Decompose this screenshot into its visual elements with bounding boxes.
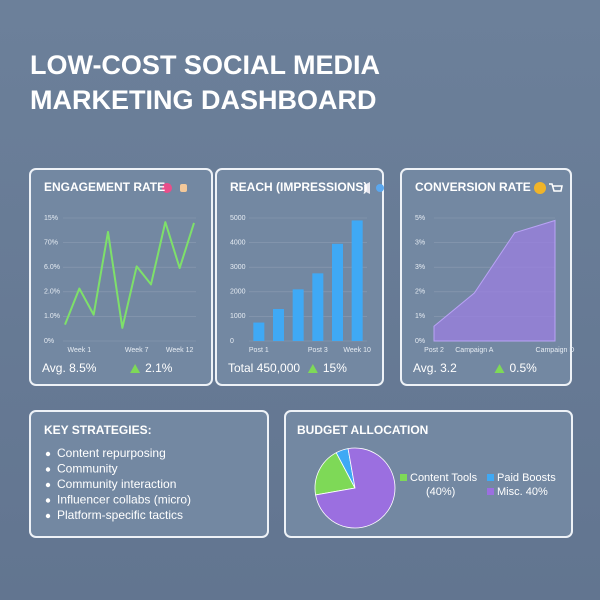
- strategy-item: Community interaction: [57, 477, 176, 491]
- y-tick-label: 2000: [230, 289, 246, 296]
- strategy-item: Content repurposing: [57, 446, 166, 460]
- icon: [364, 182, 370, 194]
- x-tick-label: Week 1: [68, 347, 92, 354]
- x-tick-label: Week 7: [125, 347, 149, 354]
- bullet: [45, 482, 51, 488]
- y-tick-label: 0: [230, 338, 234, 345]
- y-tick-label: 1000: [230, 313, 246, 320]
- x-tick-label: Campaign D: [536, 347, 575, 354]
- icon: [162, 183, 172, 193]
- y-tick-label: 0%: [44, 338, 54, 345]
- legend-label: Paid Boosts: [497, 472, 556, 484]
- annotation: (40%): [426, 486, 455, 498]
- strategy-item: Community: [57, 462, 118, 476]
- bullet: [45, 467, 51, 472]
- up-arrow: [307, 364, 318, 373]
- y-tick-label: 15%: [44, 215, 58, 222]
- y-tick-label: 3%: [415, 239, 425, 246]
- y-tick-label: 5000: [230, 215, 246, 222]
- icon: [376, 184, 384, 192]
- footer-stat: Total 450,000: [228, 361, 300, 375]
- legend-label: Content Tools: [410, 472, 478, 484]
- y-tick-label: 1%: [415, 313, 425, 320]
- bar: [272, 309, 285, 341]
- strategy-item: Influencer collabs (micro): [57, 493, 191, 507]
- line: [64, 221, 195, 329]
- chart-title: ENGAGEMENT RATE: [44, 180, 165, 194]
- x-tick-label: Post 3: [308, 347, 328, 354]
- footer-stat: Avg. 8.5%: [42, 361, 97, 375]
- icon: [534, 182, 546, 194]
- title-line: LOW-COST SOCIAL MEDIA: [30, 50, 380, 80]
- x-tick-label: Week 12: [166, 347, 194, 354]
- legend-swatch: [487, 488, 494, 495]
- up-arrow: [494, 364, 505, 373]
- title-line: MARKETING DASHBOARD: [30, 85, 377, 115]
- card: [29, 410, 269, 538]
- legend-swatch: [487, 474, 494, 481]
- area: [433, 219, 556, 342]
- y-tick-label: 0%: [415, 338, 425, 345]
- pie-slice: [315, 447, 396, 529]
- bar: [253, 322, 265, 341]
- footer-change: 2.1%: [145, 361, 173, 375]
- legend-label: Misc. 40%: [497, 486, 548, 498]
- chart-title: BUDGET ALLOCATION: [297, 423, 428, 437]
- strategy-item: Platform-specific tactics: [57, 508, 183, 522]
- chart-title: CONVERSION RATE: [415, 180, 531, 194]
- bullet: [45, 451, 51, 457]
- x-tick-label: Post 1: [249, 347, 269, 354]
- y-tick-label: 4000: [230, 239, 246, 246]
- y-tick-label: 2.0%: [44, 289, 60, 296]
- y-tick-label: 3%: [415, 264, 425, 271]
- x-tick-label: Week 10: [343, 347, 371, 354]
- y-tick-label: 3000: [230, 264, 246, 271]
- bullet: [45, 513, 51, 519]
- y-tick-label: 5%: [415, 215, 425, 222]
- up-arrow: [130, 364, 141, 373]
- bullet: [45, 498, 51, 503]
- strategies-title: KEY STRATEGIES:: [44, 423, 152, 437]
- legend-swatch: [400, 474, 407, 481]
- pie-slice: [314, 452, 356, 496]
- bar: [331, 243, 344, 341]
- bar: [351, 220, 363, 341]
- footer-stat: Avg. 3.2: [413, 361, 457, 375]
- icon: [549, 183, 563, 192]
- footer-change: 15%: [323, 361, 347, 375]
- icon: [180, 184, 187, 192]
- x-tick-label: Post 2: [424, 347, 444, 354]
- y-tick-label: 2%: [415, 289, 425, 296]
- y-tick-label: 70%: [44, 239, 58, 246]
- bar: [292, 289, 304, 341]
- chart-title: REACH (IMPRESSIONS): [230, 180, 367, 194]
- y-tick-label: 1.0%: [44, 313, 60, 320]
- x-tick-label: Campaign A: [455, 347, 493, 354]
- footer-change: 0.5%: [510, 361, 538, 375]
- bar: [312, 273, 324, 341]
- y-tick-label: 6.0%: [44, 264, 60, 271]
